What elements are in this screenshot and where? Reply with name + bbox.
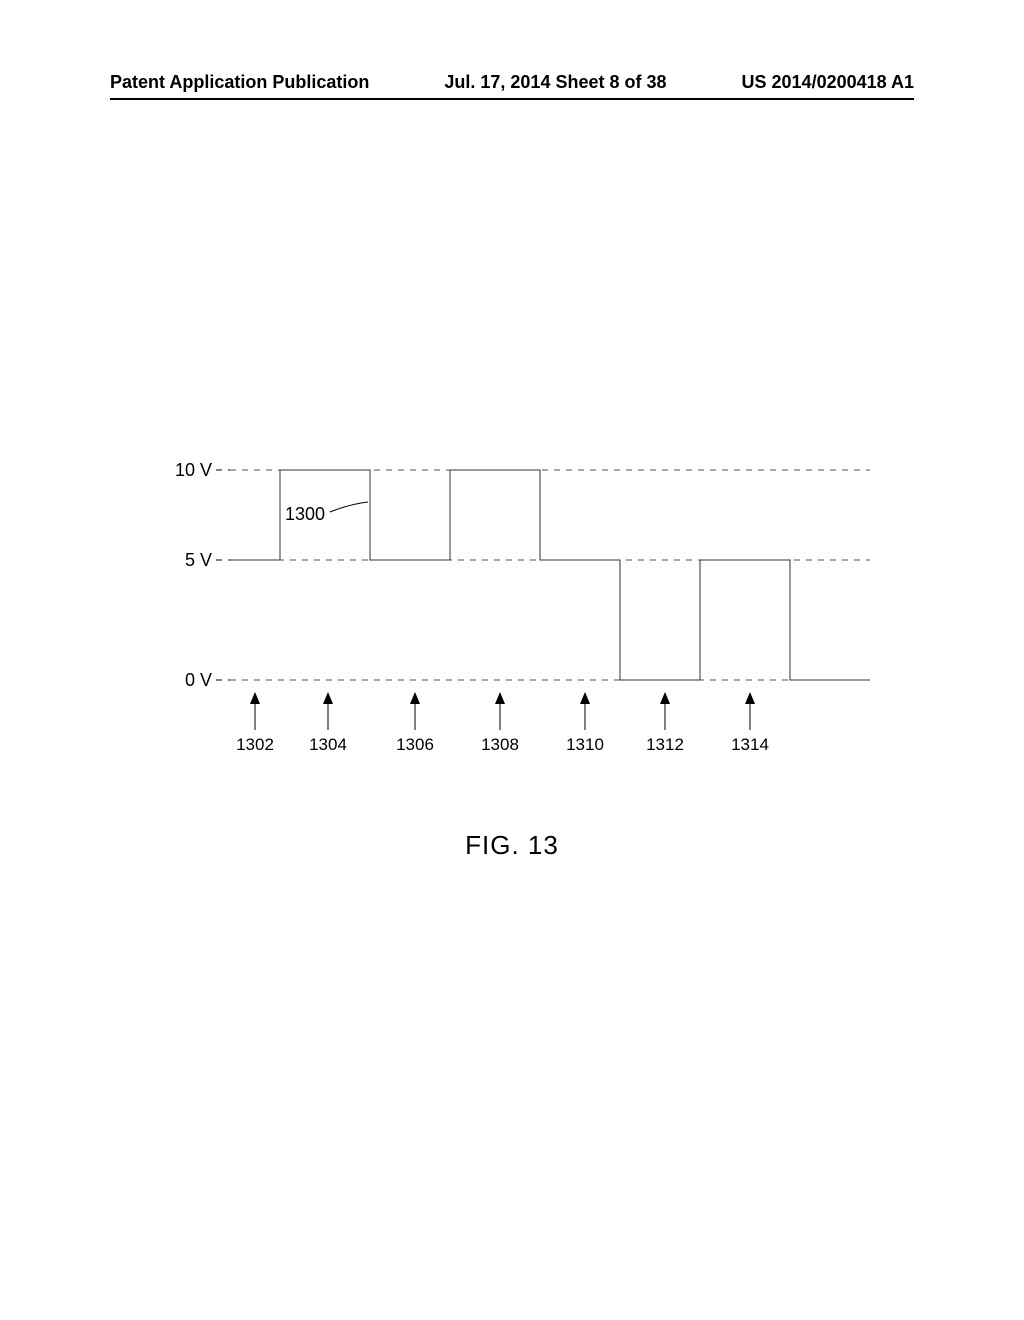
x-arrow-label: 1302	[236, 735, 274, 754]
ref-label-1300: 1300	[285, 504, 325, 524]
x-arrow-label: 1304	[309, 735, 347, 754]
x-arrowhead	[410, 692, 420, 704]
header-right: US 2014/0200418 A1	[742, 72, 914, 93]
x-arrowhead	[250, 692, 260, 704]
header-rule	[110, 98, 914, 100]
x-arrow-label: 1314	[731, 735, 769, 754]
waveform-diagram: 10 V 5 V 0 V 1300 1302 1304 1306 1308 1310 1312 13…	[150, 430, 890, 760]
voltage-waveform	[230, 470, 870, 680]
y-axis-label: 10 V	[175, 460, 212, 480]
x-arrowhead	[495, 692, 505, 704]
x-arrow-label: 1310	[566, 735, 604, 754]
y-axis-label: 0 V	[185, 670, 212, 690]
x-arrow-label: 1312	[646, 735, 684, 754]
x-arrowhead	[580, 692, 590, 704]
x-arrowhead	[660, 692, 670, 704]
figure-caption: FIG. 13	[0, 830, 1024, 861]
ref-leader-1300	[330, 502, 368, 512]
x-arrow-label: 1308	[481, 735, 519, 754]
figure-13: 10 V 5 V 0 V 1300 1302 1304 1306 1308 1310 1312 13…	[150, 430, 890, 760]
header-center: Jul. 17, 2014 Sheet 8 of 38	[444, 72, 666, 93]
page-header: Patent Application Publication Jul. 17, …	[0, 72, 1024, 93]
x-arrow-label: 1306	[396, 735, 434, 754]
y-axis-label: 5 V	[185, 550, 212, 570]
x-arrowhead	[745, 692, 755, 704]
header-left: Patent Application Publication	[110, 72, 369, 93]
x-arrowhead	[323, 692, 333, 704]
